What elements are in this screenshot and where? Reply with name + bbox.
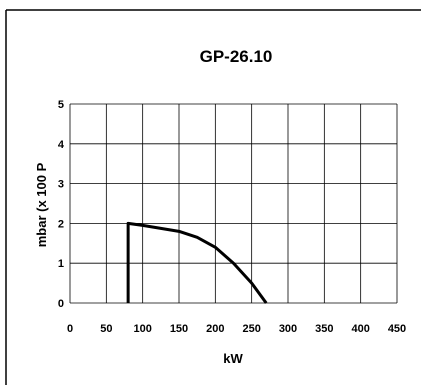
series-line (126, 221, 268, 304)
x-tick-label: 150 (170, 323, 188, 335)
x-tick-label: 350 (315, 323, 333, 335)
x-axis-label: kW (223, 351, 243, 366)
x-tick-labels: 0 50 100 150 200 250 300 350 400 450 (67, 323, 406, 335)
y-axis-label: mbar (x 100 P (34, 162, 49, 247)
x-tick-label: 400 (351, 323, 369, 335)
x-tick-label: 450 (388, 323, 406, 335)
y-tick-label: 4 (58, 139, 65, 151)
x-tick-label: 200 (206, 323, 224, 335)
x-tick-label: 300 (279, 323, 297, 335)
x-tick-label: 0 (67, 323, 73, 335)
y-tick-label: 2 (58, 218, 64, 230)
y-tick-label: 5 (58, 99, 64, 111)
series-layer (126, 221, 268, 304)
y-tick-label: 3 (58, 179, 64, 191)
y-tick-labels: 0 1 2 3 4 5 (58, 99, 65, 310)
grid (69, 103, 398, 304)
x-tick-label: 250 (242, 323, 260, 335)
y-tick-label: 0 (58, 298, 64, 310)
x-tick-label: 100 (133, 323, 151, 335)
x-tick-label: 50 (100, 323, 112, 335)
y-tick-label: 1 (58, 258, 64, 270)
chart-title: GP-26.10 (200, 47, 273, 66)
